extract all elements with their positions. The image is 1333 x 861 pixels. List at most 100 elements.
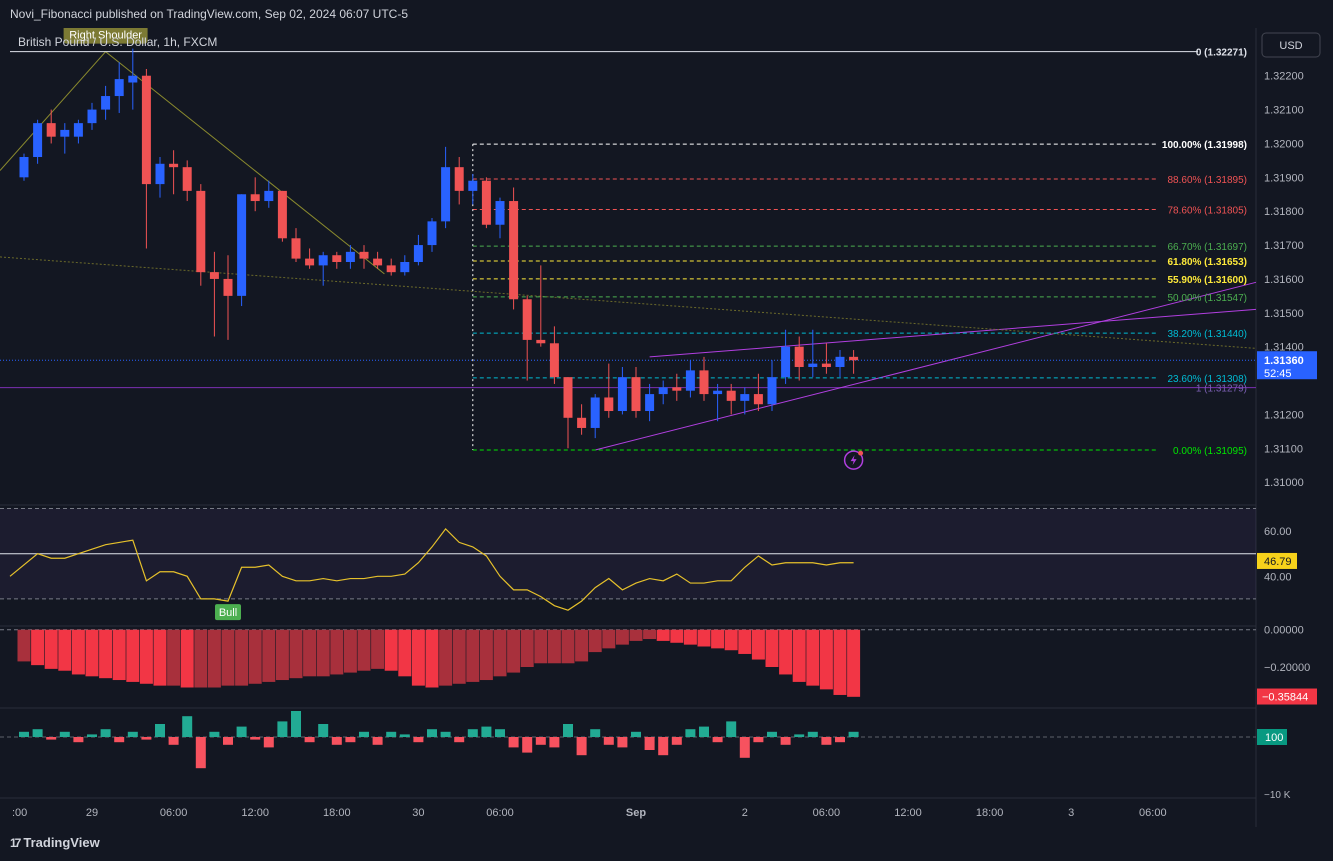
rsi-pane[interactable]: Bull bbox=[0, 508, 1256, 621]
candle-body bbox=[427, 221, 437, 246]
volume-delta-bar bbox=[685, 729, 696, 737]
volume-delta-bar bbox=[114, 737, 125, 743]
volume-delta-bar bbox=[59, 731, 70, 737]
histogram-bar bbox=[289, 629, 303, 679]
histogram-bar bbox=[44, 629, 58, 669]
rsi-tick-label: 60.00 bbox=[1264, 526, 1292, 538]
histogram-bar bbox=[31, 629, 45, 666]
volume-delta-bar bbox=[644, 737, 655, 750]
histogram-bar bbox=[439, 629, 453, 686]
histogram-bar bbox=[738, 629, 752, 654]
fib-level-label: 0.00% (1.31095) bbox=[1173, 446, 1247, 457]
current-price-tag bbox=[1257, 351, 1317, 380]
volume-delta-bar bbox=[209, 731, 220, 737]
histogram-bar bbox=[507, 629, 521, 673]
volume-delta-bar bbox=[73, 737, 84, 743]
volume-delta-current-tag bbox=[1257, 729, 1287, 745]
histogram-bar bbox=[221, 629, 235, 686]
histogram-bar bbox=[629, 629, 643, 641]
candle-body bbox=[767, 377, 777, 405]
volume-delta-bar bbox=[753, 737, 764, 743]
volume-delta-bar bbox=[399, 734, 410, 737]
fib-level-label: 61.80% (1.31653) bbox=[1167, 257, 1247, 268]
volume-delta-bar bbox=[576, 737, 587, 756]
candle-body bbox=[169, 163, 179, 168]
histogram-bar bbox=[262, 629, 276, 682]
current-price-countdown: 52:45 bbox=[1264, 368, 1292, 380]
time-tick-label: 06:00 bbox=[486, 807, 514, 819]
candle-body bbox=[345, 251, 355, 262]
volume-delta-bar bbox=[331, 737, 342, 745]
tradingview-logo-icon: 17 bbox=[10, 836, 21, 850]
histogram-bar bbox=[58, 629, 72, 671]
time-tick-label: Sep bbox=[626, 807, 646, 819]
volume-delta-current-value: 100 bbox=[1265, 732, 1283, 744]
histogram-bar bbox=[643, 629, 657, 640]
volume-delta-bar bbox=[345, 737, 356, 743]
histogram-bar bbox=[792, 629, 806, 682]
histogram-bar bbox=[711, 629, 725, 649]
histogram-bar bbox=[85, 629, 99, 677]
volume-delta-bar bbox=[32, 729, 43, 737]
candle-body bbox=[781, 346, 791, 378]
currency-button[interactable] bbox=[1261, 32, 1321, 58]
candle-body bbox=[87, 109, 97, 124]
fib-level-label: 66.70% (1.31697) bbox=[1167, 242, 1247, 253]
histogram-bar bbox=[180, 629, 194, 688]
histogram-bar bbox=[71, 629, 85, 675]
volume-delta-bar bbox=[46, 737, 57, 740]
candle-body bbox=[604, 397, 614, 412]
volume-delta-bar bbox=[386, 731, 397, 737]
fib-level-label: 23.60% (1.31308) bbox=[1167, 374, 1247, 385]
volume-delta-bar bbox=[631, 731, 641, 737]
histogram-bar bbox=[371, 629, 385, 669]
histogram-bar bbox=[779, 629, 793, 675]
time-tick-label: 29 bbox=[86, 807, 98, 819]
volume-delta-bar bbox=[155, 724, 165, 737]
histogram-bar bbox=[153, 629, 167, 686]
price-axis[interactable]: 1.323001.322001.321001.320001.319001.318… bbox=[1257, 37, 1317, 801]
candle-body bbox=[209, 272, 219, 279]
histogram-bar bbox=[724, 629, 738, 651]
tradingview-logo[interactable]: 17 TradingView bbox=[10, 835, 100, 850]
fib-level-label: 38.20% (1.31440) bbox=[1167, 329, 1247, 340]
volume-delta-bar bbox=[263, 737, 274, 748]
histogram-bar bbox=[207, 629, 221, 688]
time-tick-label: :00 bbox=[12, 807, 27, 819]
right-shoulder-badge bbox=[63, 28, 148, 44]
chart-canvas[interactable]: 0 (1.32271) 100.00% (1.31998) 88.60% (1.31… bbox=[0, 28, 1333, 827]
chart-background bbox=[0, 28, 1333, 827]
volume-delta-pane[interactable] bbox=[0, 711, 1256, 769]
candle-body bbox=[33, 123, 43, 158]
candle-body bbox=[549, 343, 559, 378]
histogram-bar bbox=[806, 629, 820, 686]
histogram-bar bbox=[819, 629, 833, 690]
candle-body bbox=[617, 377, 627, 412]
candle-body bbox=[672, 387, 682, 391]
price-tick-label: 1.32100 bbox=[1264, 105, 1304, 117]
volume-delta-bar bbox=[168, 737, 179, 745]
histogram-bar bbox=[479, 629, 493, 681]
volume-delta-bar bbox=[508, 737, 519, 748]
volume-delta-bar bbox=[590, 729, 601, 737]
volume-delta-bar bbox=[359, 731, 369, 737]
bull-label: Bull bbox=[219, 607, 237, 619]
price-tick-label: 1.32000 bbox=[1264, 138, 1304, 150]
histogram-tick-label: −0.20000 bbox=[1264, 662, 1310, 674]
price-pane[interactable]: 0 (1.32271) 100.00% (1.31998) 88.60% (1.31… bbox=[0, 28, 1257, 470]
price-tick-label: 1.31600 bbox=[1264, 274, 1304, 286]
candle-body bbox=[481, 180, 491, 225]
histogram-bar bbox=[493, 629, 507, 677]
candle-body bbox=[536, 339, 546, 344]
histogram-pane[interactable] bbox=[0, 629, 1256, 697]
candle-body bbox=[19, 157, 29, 178]
candle-body bbox=[645, 394, 655, 412]
volume-delta-bar bbox=[223, 737, 233, 745]
candle-body bbox=[155, 163, 165, 185]
time-axis[interactable]: :00 29 06:00 12:00 18:00 30 06:00 Sep 2 06:00 12:0… bbox=[12, 807, 1167, 819]
candle-body bbox=[590, 397, 600, 428]
volume-delta-bar bbox=[671, 737, 682, 745]
volume-delta-bar bbox=[454, 737, 465, 743]
candle-body bbox=[141, 75, 151, 185]
volume-delta-bar bbox=[141, 737, 152, 740]
